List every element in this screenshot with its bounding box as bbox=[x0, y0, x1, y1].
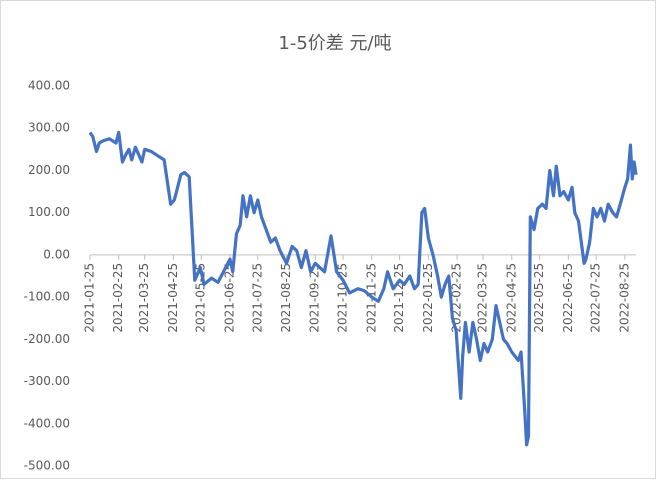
x-tick-label: 2021-07-25 bbox=[250, 263, 264, 333]
x-tick-label: 2021-06-25 bbox=[222, 263, 236, 333]
x-tick-label: 2021-04-25 bbox=[166, 263, 180, 333]
x-tick-label: 2021-03-25 bbox=[137, 263, 151, 333]
y-tick-label: 0.00 bbox=[43, 247, 70, 261]
y-tick-label: 200.00 bbox=[28, 163, 70, 177]
x-tick-label: 2022-06-25 bbox=[561, 263, 575, 333]
chart-title: 1-5价差 元/吨 bbox=[278, 33, 391, 54]
x-tick-label: 2021-12-25 bbox=[392, 263, 406, 333]
data-line bbox=[88, 130, 638, 447]
x-tick-label: 2021-09-25 bbox=[308, 263, 322, 333]
y-tick-label: -100.00 bbox=[24, 290, 70, 304]
y-tick-label: 300.00 bbox=[28, 121, 70, 135]
y-tick-label: -200.00 bbox=[24, 332, 70, 346]
x-tick-label: 2021-10-25 bbox=[336, 263, 350, 333]
x-tick-label: 2021-01-25 bbox=[83, 263, 97, 333]
y-tick-label: 100.00 bbox=[28, 205, 70, 219]
y-tick-label: 400.00 bbox=[28, 79, 70, 93]
x-tick-label: 2022-08-25 bbox=[617, 263, 631, 333]
y-tick-label: -400.00 bbox=[24, 416, 70, 430]
y-tick-label: -300.00 bbox=[24, 374, 70, 388]
x-tick-label: 2022-03-25 bbox=[476, 263, 490, 333]
x-tick-label: 2021-08-25 bbox=[279, 263, 293, 333]
x-tick-label: 2022-07-25 bbox=[589, 263, 603, 333]
x-tick-label: 2022-01-25 bbox=[421, 263, 435, 333]
x-tick-label: 2021-02-25 bbox=[111, 263, 125, 333]
x-tick-label: 2022-05-25 bbox=[532, 263, 546, 333]
y-tick-label: -500.00 bbox=[24, 459, 70, 473]
x-tick-label: 2022-04-25 bbox=[504, 263, 518, 333]
